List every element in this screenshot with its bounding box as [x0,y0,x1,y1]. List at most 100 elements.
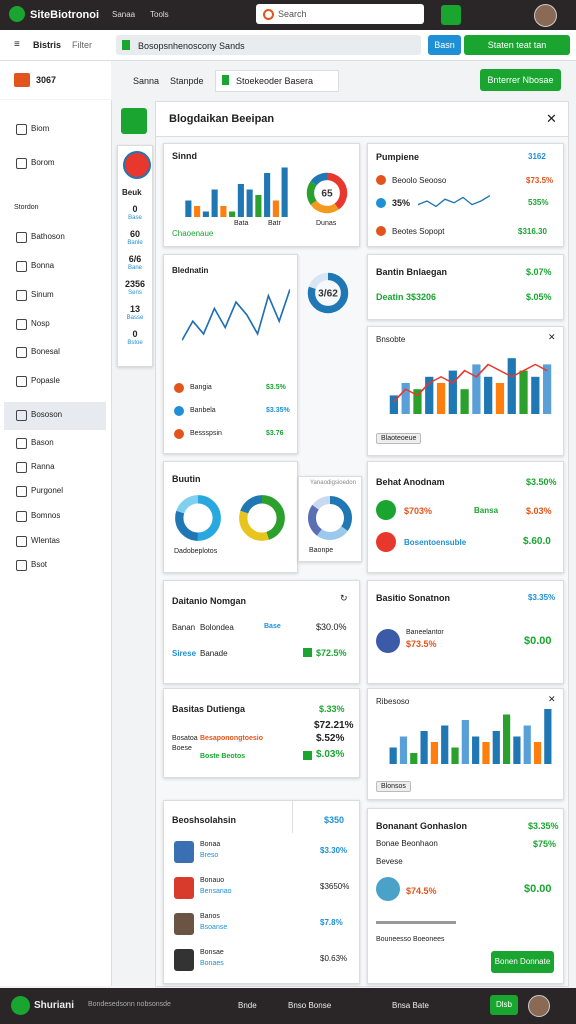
label: $0.00 [524,883,552,895]
ribs-button[interactable]: Blonsos [376,781,411,792]
person-sub: Bensanao [200,888,232,895]
stat-label: Base [128,215,142,221]
label: Bonanant Gonhaslon [376,821,467,831]
panel-icon [121,108,147,134]
nav-item[interactable]: Stordon [14,204,39,211]
person-sub: Breso [200,852,219,859]
nav-icon [16,261,27,272]
nav-item[interactable]: Bathoson [31,232,65,241]
bar [389,747,397,764]
nav-item[interactable]: Ranna [31,462,55,471]
nav-item[interactable]: Bomnos [31,511,61,520]
nav-item[interactable]: Bososon [31,410,63,419]
nav-item[interactable]: Nosp [31,319,50,328]
bar [523,725,531,764]
stat-value: 6/6 [128,254,142,264]
nav-item[interactable]: Biom [31,124,50,133]
bar [519,370,528,414]
bar [472,364,481,414]
person-avatar [174,877,194,899]
summary-card: Bonanant Gonhaslon $3.35% Bonae Beonhaon $… [367,808,564,984]
donut-center: 3/62 [318,289,338,300]
active-item [4,402,106,430]
donut-segment [239,495,285,541]
donut-center: 65 [321,189,333,200]
bar [495,383,505,414]
pumps-card: Pumpiene 3162 Beoolo Seooso $73.5% 35% 53… [367,143,564,247]
label: $73.5% [526,176,554,185]
panel-header: Blogdaikan Beeipan ✕ [156,102,568,137]
label: Bnsa Bate [392,1001,429,1010]
notify-button[interactable] [441,5,461,25]
deals-card: Basitas Dutienga $.33% $72.21% Bosatoa Bes… [163,688,360,778]
sub-tab-icon [222,75,229,85]
primary-button[interactable]: Basn [428,35,461,55]
label: $72.5% [316,648,347,658]
footer-button[interactable]: Dlsb [490,995,518,1015]
bar [413,389,422,414]
person-avatar [174,913,194,935]
nav-item[interactable]: Purgonel [31,486,64,495]
label: 3067 [36,75,57,85]
label: Bondesedsonn nobsonsde [88,1001,171,1008]
nav-item[interactable]: Bason [31,438,54,447]
bar [430,742,439,764]
nav-icon [16,511,27,522]
flows-button[interactable]: Blaoteoeue [376,433,422,444]
summary-button[interactable]: Bonen Donnate [491,951,554,973]
person-avatar [174,949,194,971]
label: Bistris [33,40,62,50]
avatar[interactable] [534,4,557,27]
decoration [376,175,386,185]
nav-item[interactable]: Sinum [31,290,54,299]
nav-item[interactable]: Bsot [31,560,48,569]
sub-button[interactable]: Bnterrer Nbosae [480,69,561,91]
nav-icon [16,319,27,330]
label: Bosentoensuble [404,538,467,547]
label: Blogdaikan Beeipan [169,113,275,125]
decoration [376,532,396,552]
decoration [528,995,550,1017]
label: Stoekeoder Basera [236,76,314,86]
donut-segment [175,495,221,541]
stat-label: Banle [127,240,143,246]
label: $0.00 [524,635,552,647]
mini-chart [182,289,290,341]
label: Dadobeplotos [174,548,218,555]
nav-item[interactable]: Borom [31,158,55,167]
nav-item[interactable]: Popasle [31,376,60,385]
label: Blednatin [172,266,209,275]
decoration [376,500,396,520]
decoration: ≡ [14,39,20,50]
ribs-card: Ribesoso ✕ Blonsos [367,688,564,800]
nav-icon [16,376,27,387]
label: Besaponongtoesio [200,735,264,742]
decoration [292,801,293,833]
stat-label: Sens [128,290,142,296]
person-value: $3.30% [320,846,348,855]
label: Beoolo Seooso [392,176,447,185]
status-card: Basitio Sonatnon $3.35% Baneelantor $73.5%… [367,580,564,684]
stats-icon [123,151,151,179]
sub-tab[interactable]: Stoekeoder Basera [215,70,339,92]
nav-item[interactable]: Bonesal [31,347,60,356]
label: Sanaa [112,10,136,19]
search-box[interactable]: Search [256,4,424,24]
tab[interactable]: Bosopsnhenoscony Sands [116,35,421,55]
nav-item[interactable]: Bonna [31,261,55,270]
nav-icon [16,124,27,135]
mini-chart: 65 [306,172,348,214]
close-icon[interactable]: ✕ [546,111,557,126]
nav-item[interactable]: Wlentas [31,536,60,545]
row-label: Bessspsin [190,430,222,437]
label: $74.5% [406,886,437,896]
bar [544,709,552,764]
label: $703% [404,506,433,516]
bar [229,211,236,217]
bar [272,200,279,217]
label: $.03% [316,749,345,760]
label: Bosatoa [172,735,198,742]
mini-chart [185,167,288,217]
action-button[interactable]: Staten teat tan [464,35,570,55]
